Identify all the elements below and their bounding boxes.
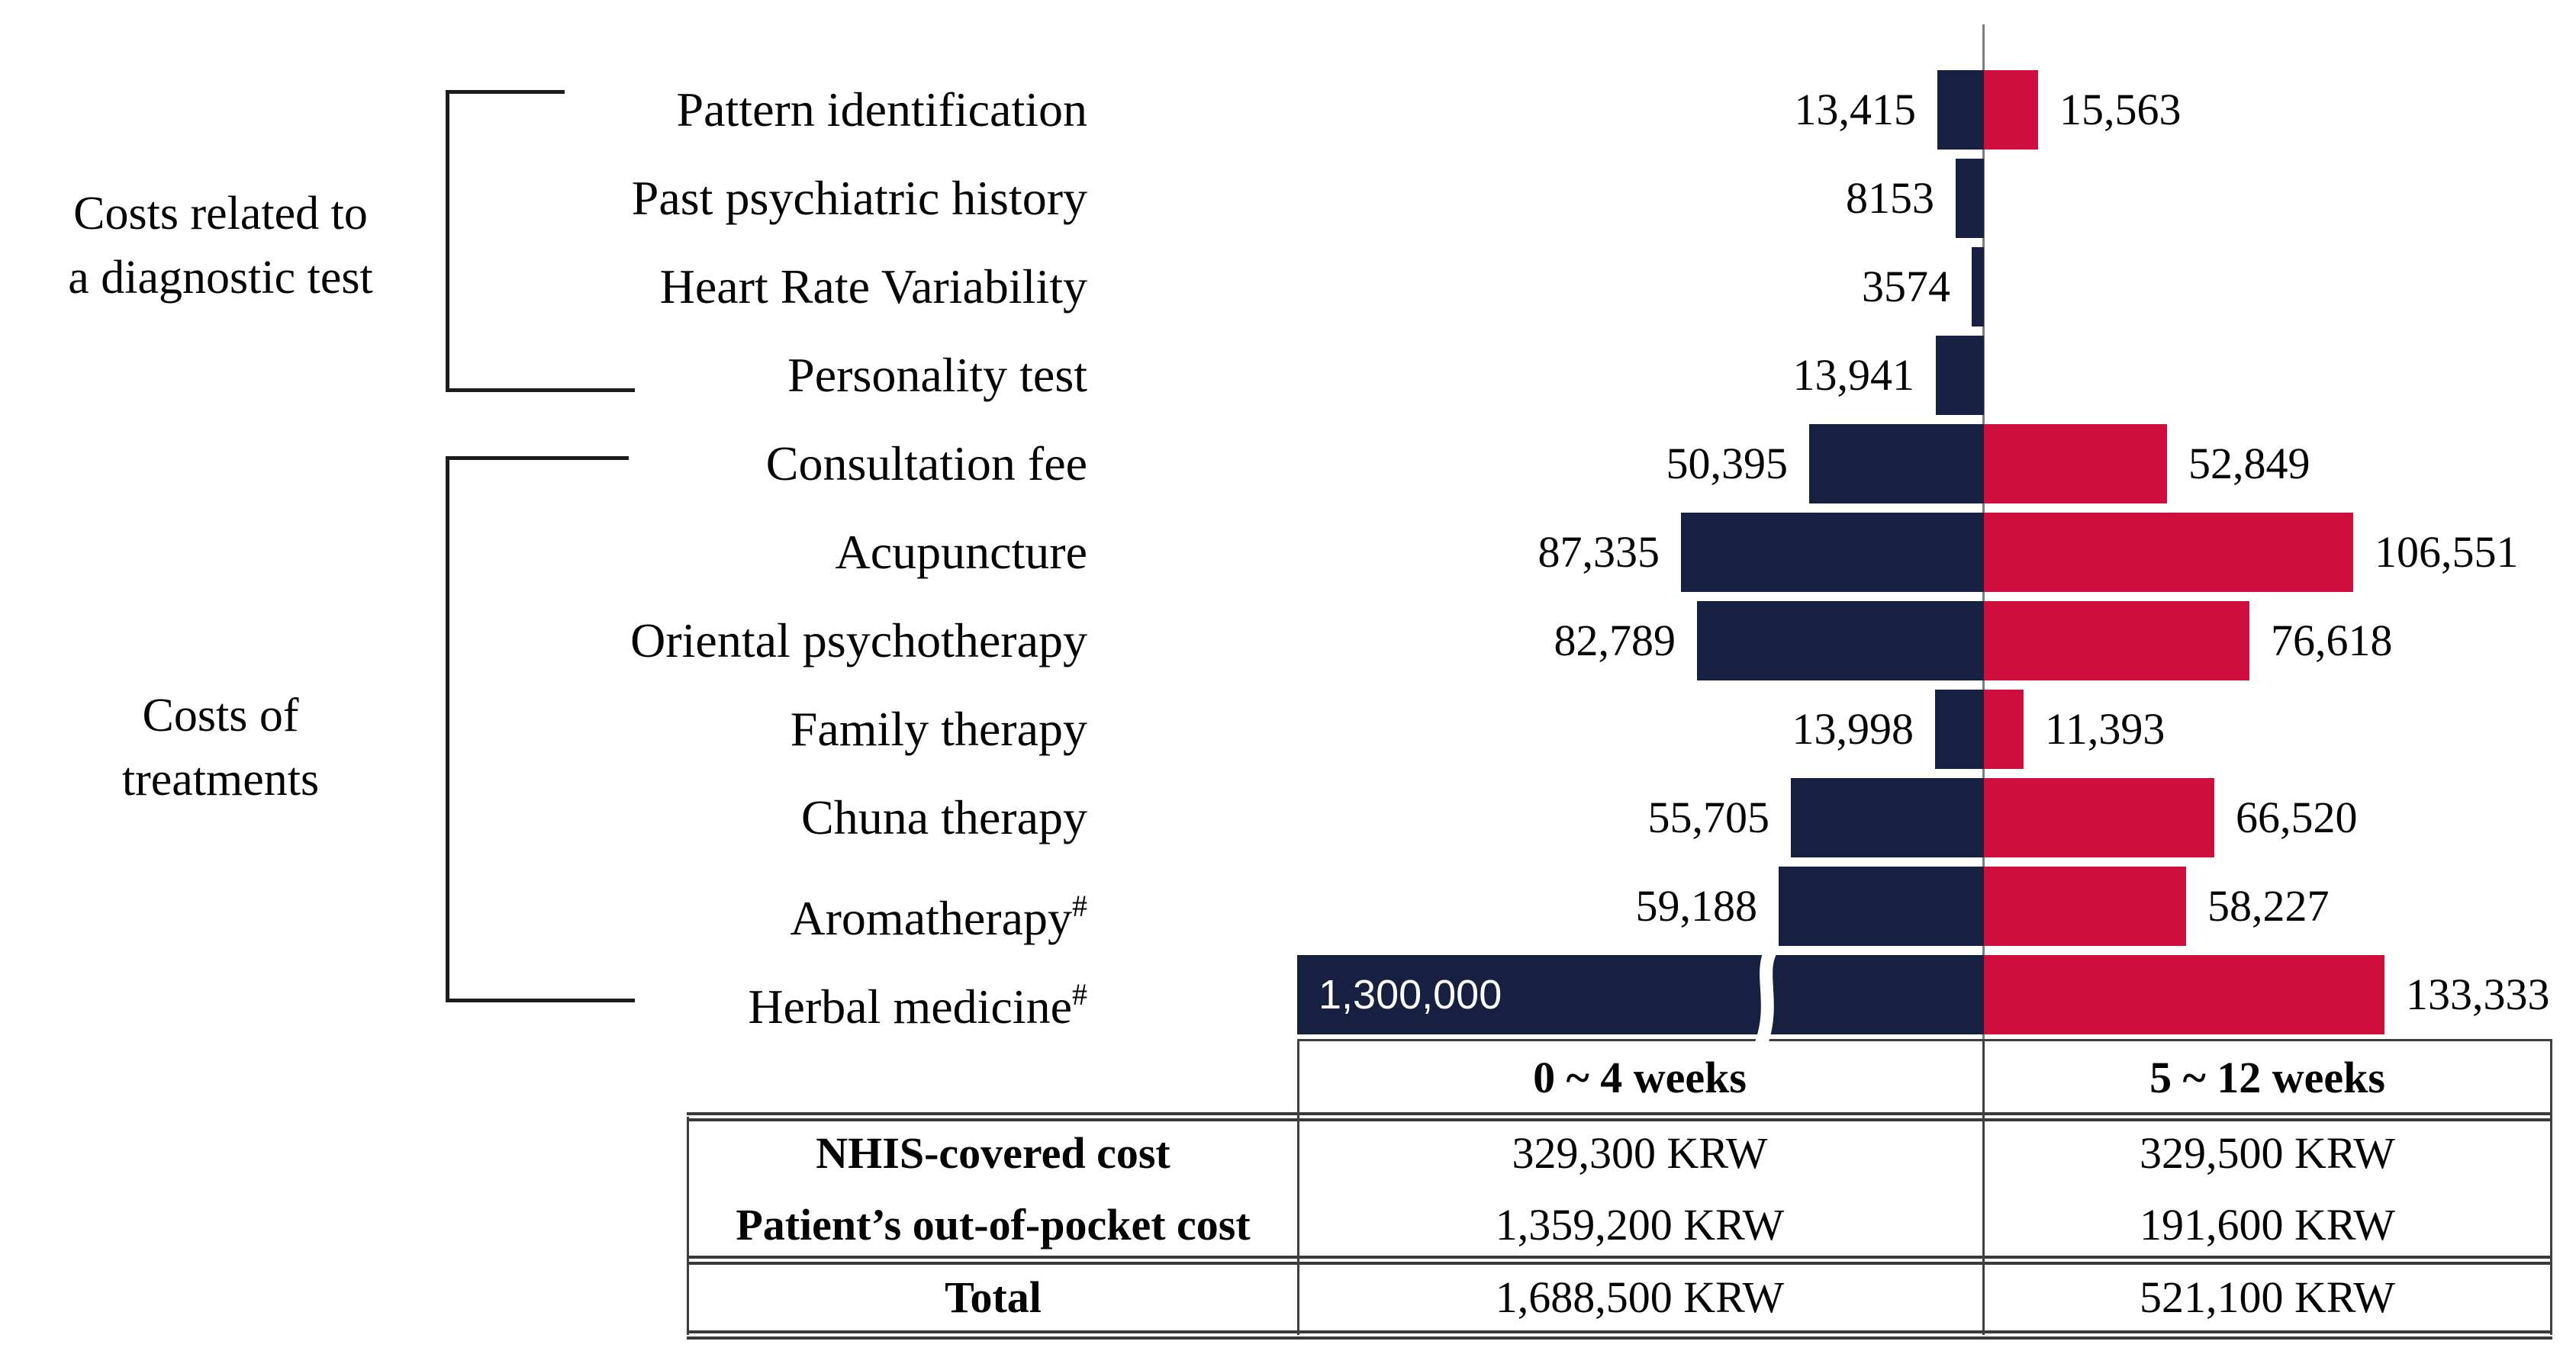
bar-5-12-weeks-chuna-therapy	[1984, 778, 2214, 857]
bar-5-12-weeks-consultation-fee	[1984, 424, 2167, 503]
bar-5-12-weeks-oriental-psychotherapy	[1984, 601, 2249, 680]
value-5-12-weeks-aromatherapy: 58,227	[2207, 881, 2330, 931]
bar-0-4-weeks-chuna-therapy	[1791, 778, 1984, 857]
table-column-divider-1	[1297, 1039, 1299, 1335]
category-label-text-heart-rate-variability: Heart Rate Variability	[659, 259, 1087, 314]
bar-5-12-weeks-herbal-medicine	[1984, 955, 2384, 1034]
bar-0-4-weeks-oriental-psychotherapy	[1697, 601, 1984, 680]
table-bottom-border	[687, 1330, 2552, 1340]
category-label-sup-herbal-medicine: #	[1072, 977, 1087, 1012]
table-header-5-12-weeks: 5 ~ 12 weeks	[2149, 1053, 2385, 1102]
bracket-treatments-bottom-arm	[446, 999, 635, 1002]
table-left-border	[687, 1117, 689, 1335]
category-label-personality-test: Personality test	[0, 336, 1087, 415]
value-5-12-weeks-pattern-identification: 15,563	[2059, 85, 2182, 134]
table-value-nhis-0-4: 329,300 KRW	[1512, 1128, 1768, 1178]
value-5-12-weeks-acupuncture: 106,551	[2375, 527, 2519, 577]
value-0-4-weeks-consultation-fee: 50,395	[1666, 439, 1789, 488]
table-value-pocket-5-12: 191,600 KRW	[2139, 1200, 2396, 1250]
value-0-4-weeks-acupuncture: 87,335	[1538, 527, 1660, 577]
category-label-past-psychiatric-history: Past psychiatric history	[0, 159, 1087, 238]
group-label-diagnostic-tests: Costs related to a diagnostic test	[11, 182, 430, 310]
value-5-12-weeks-oriental-psychotherapy: 76,618	[2271, 616, 2393, 665]
table-column-divider-2	[1982, 1039, 1985, 1335]
bar-0-4-weeks-pattern-identification	[1937, 70, 1984, 150]
bracket-diagnostic-vertical	[446, 90, 449, 392]
value-0-4-weeks-personality-test: 13,941	[1792, 350, 1915, 400]
value-0-4-weeks-pattern-identification: 13,415	[1794, 85, 1917, 134]
category-label-text-personality-test: Personality test	[787, 348, 1087, 402]
category-label-pattern-identification: Pattern identification	[0, 70, 1088, 150]
category-label-heart-rate-variability: Heart Rate Variability	[0, 247, 1087, 326]
bar-0-4-weeks-aromatherapy	[1779, 867, 1984, 946]
bar-0-4-weeks-herbal-medicine	[1297, 955, 1984, 1034]
bracket-treatments-vertical	[446, 456, 449, 1002]
value-0-4-weeks-past-psychiatric-history: 8153	[1846, 173, 1934, 223]
bar-5-12-weeks-pattern-identification	[1984, 70, 2038, 150]
table-header-0-4-weeks: 0 ~ 4 weeks	[1533, 1053, 1747, 1102]
table-header-top-border	[1297, 1039, 2552, 1041]
category-label-herbal-medicine: Herbal medicine#	[0, 955, 1087, 1034]
bar-5-12-weeks-family-therapy	[1984, 690, 2024, 769]
category-label-text-family-therapy: Family therapy	[790, 702, 1087, 756]
bar-0-4-weeks-acupuncture	[1681, 513, 1984, 592]
category-label-text-oriental-psychotherapy: Oriental psychotherapy	[630, 613, 1087, 667]
bar-5-12-weeks-aromatherapy	[1984, 867, 2186, 946]
category-label-aromatherapy: Aromatherapy#	[0, 867, 1087, 946]
bar-0-4-weeks-family-therapy	[1935, 690, 1984, 769]
bracket-diagnostic-top-arm	[446, 90, 565, 94]
category-label-text-herbal-medicine: Herbal medicine	[748, 979, 1072, 1034]
table-row-label-pocket: Patient’s out-of-pocket cost	[736, 1200, 1251, 1250]
table-value-total-0-4: 1,688,500 KRW	[1495, 1272, 1785, 1322]
bar-0-4-weeks-heart-rate-variability	[1972, 247, 1984, 326]
category-label-sup-aromatherapy: #	[1072, 889, 1087, 923]
category-label-text-chuna-therapy: Chuna therapy	[801, 790, 1087, 844]
table-right-border	[2550, 1039, 2552, 1335]
group-label-diagnostic-line1: Costs related to	[73, 188, 368, 240]
value-0-4-weeks-oriental-psychotherapy: 82,789	[1554, 616, 1676, 665]
bar-0-4-weeks-consultation-fee	[1809, 424, 1984, 503]
table-row-label-total: Total	[945, 1272, 1042, 1322]
table-total-top-border	[687, 1256, 2552, 1265]
bracket-treatments-top-arm	[446, 456, 629, 460]
value-0-4-weeks-chuna-therapy: 55,705	[1647, 793, 1770, 842]
table-value-total-5-12: 521,100 KRW	[2139, 1272, 2396, 1322]
value-0-4-weeks-herbal-medicine: 1,300,000	[1319, 972, 1502, 1018]
category-label-text-aromatherapy: Aromatherapy	[790, 891, 1072, 945]
bar-0-4-weeks-past-psychiatric-history	[1956, 159, 1984, 238]
axis-break-mark	[1754, 949, 1780, 1042]
category-label-consultation-fee: Consultation fee	[0, 424, 1087, 503]
table-header-bottom-border	[687, 1112, 2552, 1121]
bar-5-12-weeks-acupuncture	[1984, 513, 2353, 592]
category-label-oriental-psychotherapy: Oriental psychotherapy	[0, 601, 1087, 680]
category-label-acupuncture: Acupuncture	[0, 513, 1087, 592]
category-label-family-therapy: Family therapy	[0, 690, 1087, 769]
category-label-text-consultation-fee: Consultation fee	[765, 436, 1087, 491]
bar-0-4-weeks-personality-test	[1936, 336, 1984, 415]
category-label-text-pattern-identification: Pattern identification	[676, 82, 1088, 137]
value-5-12-weeks-family-therapy: 11,393	[2045, 704, 2165, 754]
category-label-text-acupuncture: Acupuncture	[835, 525, 1087, 579]
group-label-treatments: Costs of treatments	[11, 684, 430, 812]
bracket-diagnostic-bottom-arm	[446, 388, 635, 392]
table-value-pocket-0-4: 1,359,200 KRW	[1495, 1200, 1785, 1250]
value-5-12-weeks-consultation-fee: 52,849	[2188, 439, 2310, 488]
value-0-4-weeks-family-therapy: 13,998	[1792, 704, 1914, 754]
value-0-4-weeks-heart-rate-variability: 3574	[1862, 262, 1950, 311]
category-label-chuna-therapy: Chuna therapy	[0, 778, 1087, 857]
group-label-treatments-line2: treatments	[121, 754, 320, 806]
table-row-label-nhis: NHIS-covered cost	[816, 1128, 1170, 1178]
category-label-text-past-psychiatric-history: Past psychiatric history	[631, 171, 1087, 225]
table-value-nhis-5-12: 329,500 KRW	[2139, 1128, 2396, 1178]
value-5-12-weeks-chuna-therapy: 66,520	[2236, 793, 2358, 842]
group-label-treatments-line1: Costs of	[142, 690, 299, 741]
value-0-4-weeks-aromatherapy: 59,188	[1635, 881, 1758, 931]
group-label-diagnostic-line2: a diagnostic test	[68, 252, 373, 304]
value-5-12-weeks-herbal-medicine: 133,333	[2406, 970, 2550, 1019]
